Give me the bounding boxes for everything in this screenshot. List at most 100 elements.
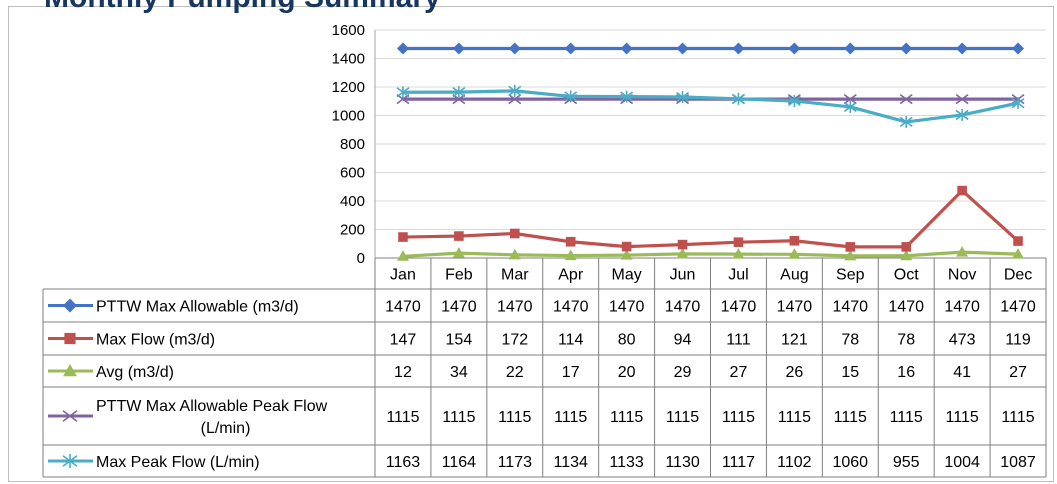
table-cell-value: 119 bbox=[1005, 332, 1031, 349]
legend-key-marker bbox=[63, 364, 77, 377]
x-tick-label: Dec bbox=[1004, 267, 1032, 284]
table-cell-value: 20 bbox=[618, 364, 636, 381]
data-point bbox=[843, 93, 857, 105]
table-cell-value: 27 bbox=[730, 364, 748, 381]
table-cell-value: 1115 bbox=[498, 409, 531, 426]
table-cell-value: 29 bbox=[674, 364, 692, 381]
legend-key-marker bbox=[62, 454, 78, 468]
series-line bbox=[402, 188, 1020, 249]
data-point bbox=[844, 249, 857, 261]
data-point bbox=[955, 108, 969, 121]
y-tick-label: 800 bbox=[340, 136, 365, 153]
x-tick-label: Sep bbox=[836, 267, 865, 284]
x-tick-label: Apr bbox=[558, 267, 584, 284]
y-tick-label: 1400 bbox=[332, 51, 365, 68]
legend-key-marker bbox=[62, 410, 78, 422]
table-cell-value: 78 bbox=[897, 332, 915, 349]
data-point bbox=[398, 232, 408, 242]
series-line bbox=[402, 89, 1019, 124]
table-cell-value: 22 bbox=[506, 364, 524, 381]
data-point bbox=[956, 246, 969, 257]
data-point bbox=[508, 42, 521, 55]
table-cell-value: 1117 bbox=[722, 454, 755, 471]
data-point bbox=[508, 93, 522, 105]
chart-title-fragment: Monthly Pumping Summary bbox=[44, 0, 464, 15]
data-point bbox=[676, 90, 690, 103]
table-cell-value: 27 bbox=[1009, 364, 1027, 381]
data-point bbox=[396, 86, 410, 99]
data-point bbox=[900, 42, 913, 55]
legend-key-marker-stroke bbox=[62, 410, 78, 422]
table-cell-value: 1470 bbox=[888, 299, 924, 316]
x-tick-label: Nov bbox=[948, 267, 976, 284]
data-point bbox=[564, 90, 578, 103]
table-cell-value: 17 bbox=[562, 364, 580, 381]
data-point-stroke bbox=[508, 93, 522, 105]
table-cell-value: 26 bbox=[785, 364, 803, 381]
table-cell-value: 1470 bbox=[609, 299, 645, 316]
data-point-stroke bbox=[955, 93, 969, 105]
y-tick-label: 1200 bbox=[332, 79, 365, 96]
series-name: Avg (m3/d) bbox=[96, 364, 174, 381]
data-point bbox=[957, 185, 967, 196]
table-cell-value: 1133 bbox=[609, 454, 644, 471]
data-point bbox=[454, 231, 464, 241]
table-cell-value: 78 bbox=[841, 332, 859, 349]
chart-frame: Monthly Pumping Summary bbox=[8, 0, 1054, 482]
data-point bbox=[901, 242, 912, 252]
table-cell-value: 1115 bbox=[778, 409, 811, 426]
table-cell-value: 12 bbox=[394, 364, 412, 381]
x-tick-label: Mar bbox=[501, 267, 529, 284]
table-cell-value: 1470 bbox=[721, 299, 757, 316]
table-cell-value: 1115 bbox=[610, 409, 643, 426]
table-cell-value: 1173 bbox=[498, 454, 533, 471]
data-point bbox=[1011, 97, 1025, 110]
y-tick-label: 0 bbox=[357, 250, 365, 267]
table-cell-value: 1163 bbox=[386, 454, 421, 471]
data-point bbox=[788, 248, 801, 259]
table-cell-value: 1470 bbox=[441, 299, 477, 316]
data-point bbox=[564, 249, 577, 261]
table-cell-value: 1470 bbox=[553, 299, 589, 316]
table-cell-value: 80 bbox=[618, 332, 636, 349]
data-point bbox=[396, 42, 409, 55]
table-cell-value: 94 bbox=[674, 332, 692, 349]
x-tick-label: Aug bbox=[780, 267, 808, 284]
data-point bbox=[732, 248, 745, 259]
data-point bbox=[732, 42, 745, 55]
table-cell-value: 1470 bbox=[944, 299, 980, 316]
table-cell-value: 1004 bbox=[944, 454, 980, 471]
series-name-line: (L/min) bbox=[201, 420, 251, 437]
data-point bbox=[731, 92, 745, 105]
y-tick-label: 1000 bbox=[332, 108, 365, 125]
table-cell-value: 1115 bbox=[722, 409, 755, 426]
data-point bbox=[900, 249, 913, 261]
legend-key-marker bbox=[64, 332, 76, 345]
data-point bbox=[565, 236, 576, 247]
table-cell-value: 111 bbox=[726, 332, 750, 349]
series-name-line: PTTW Max Allowable Peak Flow bbox=[96, 398, 328, 415]
x-tick-label: Jan bbox=[390, 267, 416, 284]
series-line bbox=[402, 250, 1019, 258]
x-tick-label: Jun bbox=[670, 267, 696, 284]
data-point bbox=[956, 42, 969, 55]
data-point bbox=[452, 247, 465, 258]
data-point bbox=[1012, 42, 1025, 55]
data-point-stroke bbox=[899, 93, 913, 105]
table-cell-value: 1115 bbox=[442, 409, 475, 426]
series-name: Max Flow (m3/d) bbox=[96, 332, 215, 349]
table-cell-value: 955 bbox=[893, 454, 920, 471]
data-point bbox=[564, 42, 577, 55]
y-tick-label: 600 bbox=[340, 165, 365, 182]
data-point bbox=[452, 86, 466, 99]
data-point bbox=[620, 249, 633, 260]
table-cell-value: 1115 bbox=[386, 409, 419, 426]
table-cell-value: 121 bbox=[781, 332, 808, 349]
data-point bbox=[452, 42, 465, 55]
y-tick-label: 400 bbox=[340, 193, 365, 210]
table-cell-value: 1470 bbox=[497, 299, 533, 316]
table-cell-value: 1115 bbox=[834, 409, 867, 426]
table-cell-value: 1130 bbox=[665, 454, 700, 471]
data-point bbox=[733, 237, 744, 247]
data-point bbox=[789, 235, 800, 246]
